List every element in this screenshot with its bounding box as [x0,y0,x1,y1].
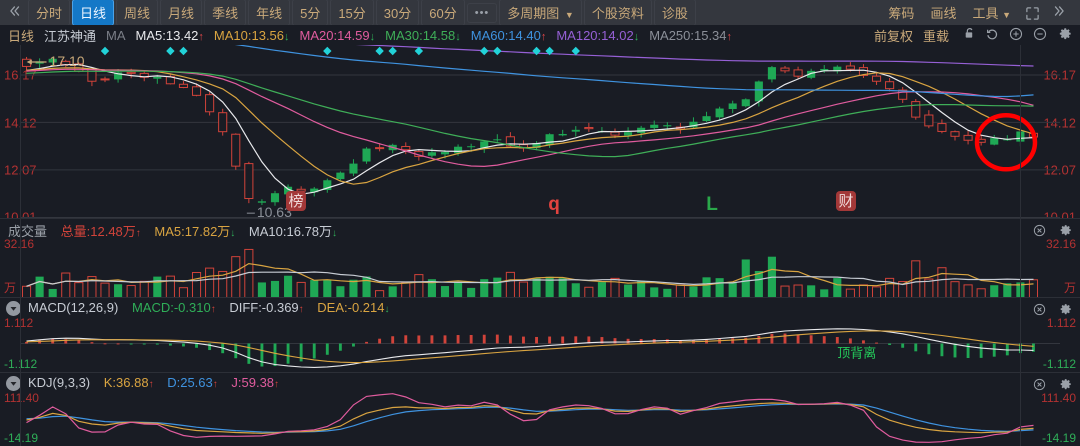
svg-text:L: L [706,194,718,215]
svg-text:顶背离: 顶背离 [837,346,876,361]
svg-text:q: q [548,194,560,215]
svg-text:榜: 榜 [288,193,303,210]
svg-text:17.10: 17.10 [50,53,85,69]
svg-text:财: 财 [838,193,853,210]
